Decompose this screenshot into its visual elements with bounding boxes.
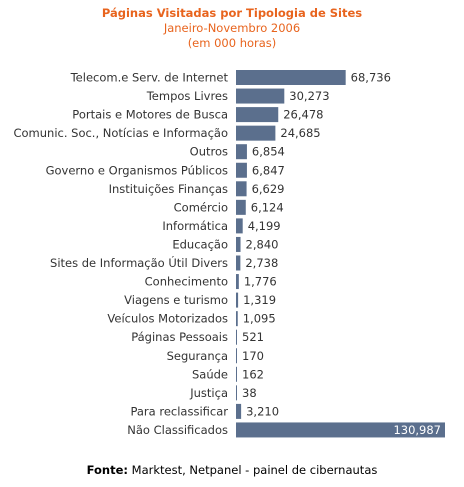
category-label: Tempos Livres [146, 89, 228, 103]
category-label: Governo e Organismos Públicos [46, 163, 228, 177]
category-label: Informática [162, 219, 228, 233]
category-label: Sites de Informação Útil Divers [50, 255, 228, 270]
bar [236, 329, 237, 345]
category-label: Outros [190, 145, 228, 159]
value-label: 24,685 [280, 126, 320, 140]
value-label: 3,210 [246, 404, 279, 418]
value-label: 6,124 [251, 200, 284, 214]
value-label: 6,854 [252, 145, 285, 159]
category-label: Veículos Motorizados [107, 312, 228, 326]
category-label: Educação [172, 237, 228, 251]
category-label: Comércio [174, 200, 228, 214]
bar [236, 125, 276, 141]
value-label: 38 [242, 386, 257, 400]
category-label: Comunic. Soc., Notícias e Informação [13, 126, 228, 140]
bar [236, 236, 241, 252]
source-text: Marktest, Netpanel - painel de cibernaut… [131, 463, 378, 477]
value-label: 130,987 [393, 423, 441, 437]
bar [236, 255, 241, 271]
bar [236, 366, 237, 382]
bar [236, 274, 239, 290]
value-label: 30,273 [289, 89, 329, 103]
bar [236, 70, 346, 85]
category-label: Saúde [192, 367, 228, 381]
source-note: Fonte: Marktest, Netpanel - painel de ci… [0, 463, 464, 477]
bar [236, 162, 247, 178]
value-label: 68,736 [351, 71, 391, 85]
chart-subtitle-line-2: (em 000 horas) [187, 36, 277, 50]
category-label: Conhecimento [145, 275, 228, 289]
category-label: Páginas Pessoais [131, 330, 228, 344]
chart-title-block: Páginas Visitadas por Tipologia de Sites… [0, 6, 464, 51]
value-label: 26,478 [283, 108, 323, 122]
bar [236, 107, 279, 123]
bar [236, 292, 239, 308]
value-label: 1,319 [243, 293, 276, 307]
bar [236, 348, 237, 364]
value-label: 6,847 [252, 163, 285, 177]
value-label: 521 [242, 330, 264, 344]
category-label: Para reclassificar [130, 404, 228, 418]
chart-subtitle-line-1: Janeiro-Novembro 2006 [163, 21, 301, 35]
category-label: Justiça [189, 386, 228, 400]
chart-title: Páginas Visitadas por Tipologia de Sites [101, 6, 363, 20]
value-label: 6,629 [252, 182, 285, 196]
value-label: 2,840 [246, 237, 279, 251]
source-label: Fonte: [86, 463, 129, 477]
bar [236, 218, 243, 234]
bar [236, 403, 242, 419]
value-label: 1,095 [243, 312, 276, 326]
value-label: 170 [242, 349, 264, 363]
value-label: 4,199 [248, 219, 281, 233]
bar [236, 181, 247, 197]
bar [236, 311, 238, 327]
value-label: 2,738 [245, 256, 278, 270]
category-label: Viagens e turismo [124, 293, 228, 307]
bar [236, 385, 237, 401]
bar [236, 422, 445, 438]
category-label: Telecom.e Serv. de Internet [70, 71, 229, 85]
category-label: Segurança [167, 349, 228, 363]
bar [236, 144, 247, 160]
category-label: Portais e Motores de Busca [72, 108, 228, 122]
value-label: 1,776 [244, 275, 277, 289]
category-label: Não Classificados [127, 423, 228, 437]
bar-chart: Telecom.e Serv. de Internet 68,736 Tempos … [13, 70, 445, 438]
bar [236, 199, 246, 215]
bar [236, 88, 285, 104]
value-label: 162 [242, 367, 264, 381]
category-label: Instituições Finanças [109, 182, 228, 196]
